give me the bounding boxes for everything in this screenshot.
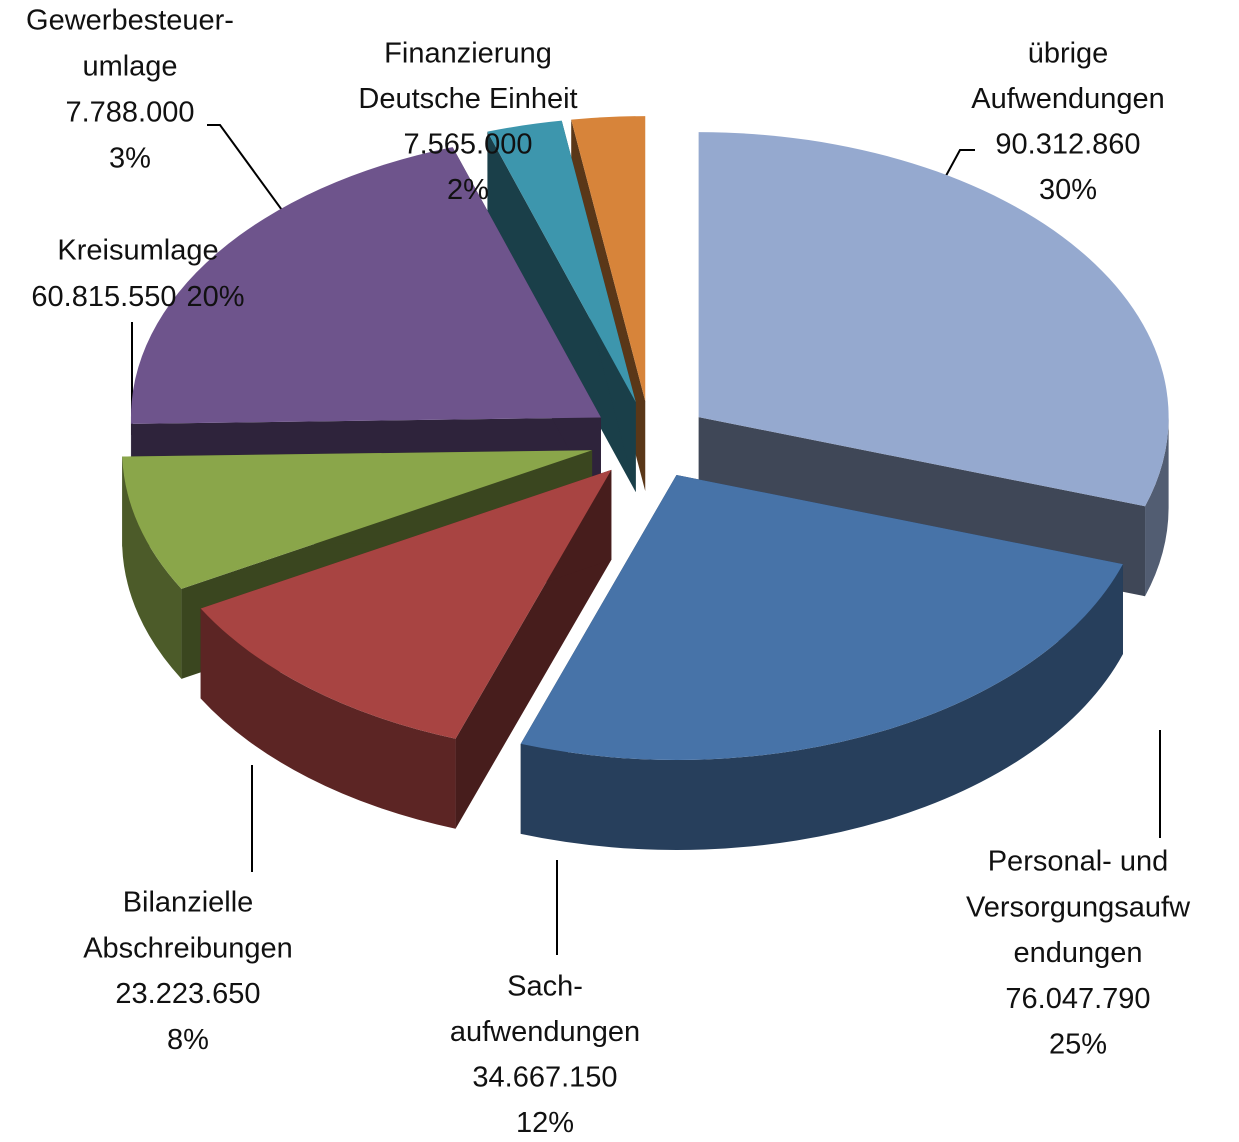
value-label: 90.312.860 [995,129,1140,161]
category-label: Bilanzielle [123,887,254,919]
category-label: endungen [1013,937,1142,969]
value-label: 60.815.550 [31,281,176,313]
value-label: 23.223.650 [115,978,260,1010]
category-label: Versorgungsaufw [966,891,1191,923]
data-label: 60.815.550 20% [31,281,244,313]
percent-label: 8% [167,1024,209,1056]
value-label: 7.788.000 [65,97,194,129]
percent-label: 3% [109,143,151,175]
category-label: aufwendungen [450,1016,640,1048]
percent-label: 30% [1039,174,1097,206]
category-label: Finanzierung [384,38,552,70]
category-label: Abschreibungen [83,932,293,964]
category-label: Sach- [507,971,583,1003]
value-label: 7.565.000 [403,129,532,161]
percent-label: 20% [187,281,245,313]
percent-label: 25% [1049,1028,1107,1060]
category-label: Gewerbesteuer- [26,5,234,37]
category-label: Deutsche Einheit [358,83,577,115]
category-label: übrige [1028,38,1109,70]
percent-label: 12% [516,1107,574,1137]
category-label: Kreisumlage [57,235,218,267]
category-label: Personal- und [988,846,1169,878]
category-label: umlage [82,51,177,83]
pie [122,116,1168,850]
value-label: 34.667.150 [472,1062,617,1094]
value-label: 76.047.790 [1005,983,1150,1015]
category-label: Aufwendungen [971,83,1165,115]
percent-label: 2% [447,174,489,206]
